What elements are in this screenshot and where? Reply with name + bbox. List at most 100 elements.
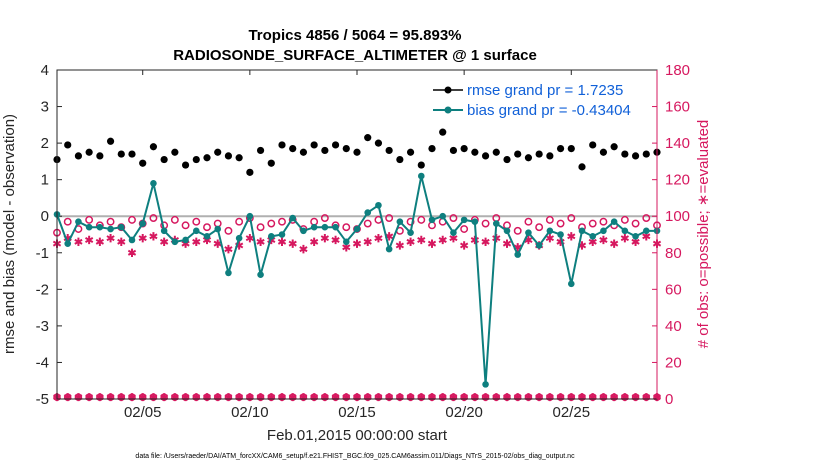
bias-series xyxy=(53,172,661,388)
rmse-point xyxy=(428,144,436,153)
legend-bias-marker xyxy=(444,106,452,114)
obs-possible-marker xyxy=(363,219,372,228)
rmse-point xyxy=(160,155,168,164)
rmse-point xyxy=(310,141,318,149)
obs-evaluated-marker xyxy=(74,237,83,247)
right-tick-label: 100 xyxy=(665,208,690,225)
rmse-point xyxy=(128,150,136,158)
obs-evaluated-marker xyxy=(427,239,437,248)
obs-evaluated-marker xyxy=(406,237,415,247)
obs-evaluated-marker xyxy=(481,237,490,247)
right-tick-label: 160 xyxy=(665,99,690,116)
legend-rmse-label: rmse grand pr = 1.7235 xyxy=(467,82,623,99)
obs-possible-marker xyxy=(63,217,72,226)
obs-possible-marker xyxy=(642,214,651,223)
bias-point xyxy=(417,172,425,180)
obs-evaluated-marker xyxy=(299,244,308,254)
legend-rmse-marker xyxy=(444,86,452,94)
rmse-point xyxy=(149,143,158,151)
bias-point xyxy=(300,227,307,235)
obs-evaluated-marker xyxy=(256,237,265,247)
obs-possible-marker xyxy=(203,223,211,232)
bias-point xyxy=(471,218,479,226)
bias-point xyxy=(535,242,543,249)
obs-possible-marker xyxy=(481,219,490,228)
rmse-point xyxy=(492,148,500,156)
obs-evaluated-marker xyxy=(85,235,94,245)
obs-evaluated-marker xyxy=(192,237,201,247)
rmse-point xyxy=(74,152,83,160)
bias-point xyxy=(589,233,597,240)
obs-evaluated-markers xyxy=(52,232,662,257)
rmse-point xyxy=(589,141,597,149)
rmse-point xyxy=(481,152,490,160)
left-tick-label: 1 xyxy=(41,172,49,189)
rmse-point xyxy=(246,168,254,176)
obs-possible-marker xyxy=(545,215,554,224)
obs-evaluated-marker xyxy=(470,235,479,245)
bias-point xyxy=(267,233,275,240)
rmse-point xyxy=(631,152,640,160)
x-axis-ticks: 02/05 02/10 02/15 02/20 02/25 xyxy=(124,70,590,421)
obs-possible-marker xyxy=(556,219,565,228)
rmse-point xyxy=(449,146,458,155)
rmse-point xyxy=(514,150,522,158)
bias-point xyxy=(482,381,489,388)
right-tick-label: 40 xyxy=(665,318,682,335)
bias-point xyxy=(525,229,532,236)
rmse-point xyxy=(224,152,233,160)
legend: rmse grand pr = 1.7235 bias grand pr = -… xyxy=(430,80,652,122)
rmse-point xyxy=(214,148,222,156)
rmse-point xyxy=(342,144,350,153)
x-tick-label: 02/10 xyxy=(231,404,269,421)
data-file-footnote: data file: /Users/raeder/DAI/ATM_forcXX/… xyxy=(135,453,575,460)
rmse-point xyxy=(621,150,629,158)
obs-evaluated-marker xyxy=(320,233,329,243)
rmse-point xyxy=(417,161,425,169)
rmse-point xyxy=(181,161,190,169)
bias-point xyxy=(289,214,297,222)
obs-possible-marker xyxy=(128,215,136,224)
obs-evaluated-marker xyxy=(245,233,254,243)
rmse-point xyxy=(385,146,393,155)
obs-possible-marker xyxy=(342,223,351,232)
obs-possible-marker xyxy=(406,217,415,226)
bias-point xyxy=(182,236,189,244)
rmse-point xyxy=(256,146,265,155)
bias-point xyxy=(385,245,393,253)
obs-possible-marker xyxy=(513,226,522,235)
obs-evaluated-marker xyxy=(138,233,147,243)
obs-evaluated-marker xyxy=(502,239,512,248)
obs-evaluated-marker xyxy=(95,237,104,247)
rmse-point xyxy=(106,137,115,145)
obs-evaluated-marker xyxy=(417,235,426,245)
left-tick-label: 2 xyxy=(41,135,49,152)
rmse-point xyxy=(321,146,329,155)
obs-possible-marker xyxy=(106,217,115,226)
x-tick-label: 02/20 xyxy=(445,404,483,421)
obs-possible-marker xyxy=(192,217,201,226)
bias-point xyxy=(75,218,82,226)
rmse-point xyxy=(642,150,650,158)
bias-point xyxy=(128,236,136,244)
bias-point xyxy=(235,234,243,242)
rmse-point xyxy=(139,159,147,167)
rmse-point xyxy=(331,141,340,149)
obs-possible-marker xyxy=(149,214,158,223)
bias-point xyxy=(600,227,607,235)
right-tick-label: 180 xyxy=(665,62,690,79)
rmse-point xyxy=(235,154,243,162)
bias-point xyxy=(375,201,382,209)
bias-point xyxy=(621,227,629,235)
rmse-point xyxy=(117,150,125,158)
rmse-point xyxy=(599,148,608,156)
bias-point xyxy=(225,269,232,277)
obs-possible-marker xyxy=(235,217,244,226)
bias-point xyxy=(257,271,264,279)
rmse-point xyxy=(567,144,575,153)
bias-point xyxy=(642,227,650,235)
bias-point xyxy=(514,251,522,258)
obs-evaluated-marker xyxy=(460,241,469,250)
x-tick-label: 02/05 xyxy=(124,404,162,421)
obs-possible-marker xyxy=(385,214,394,223)
